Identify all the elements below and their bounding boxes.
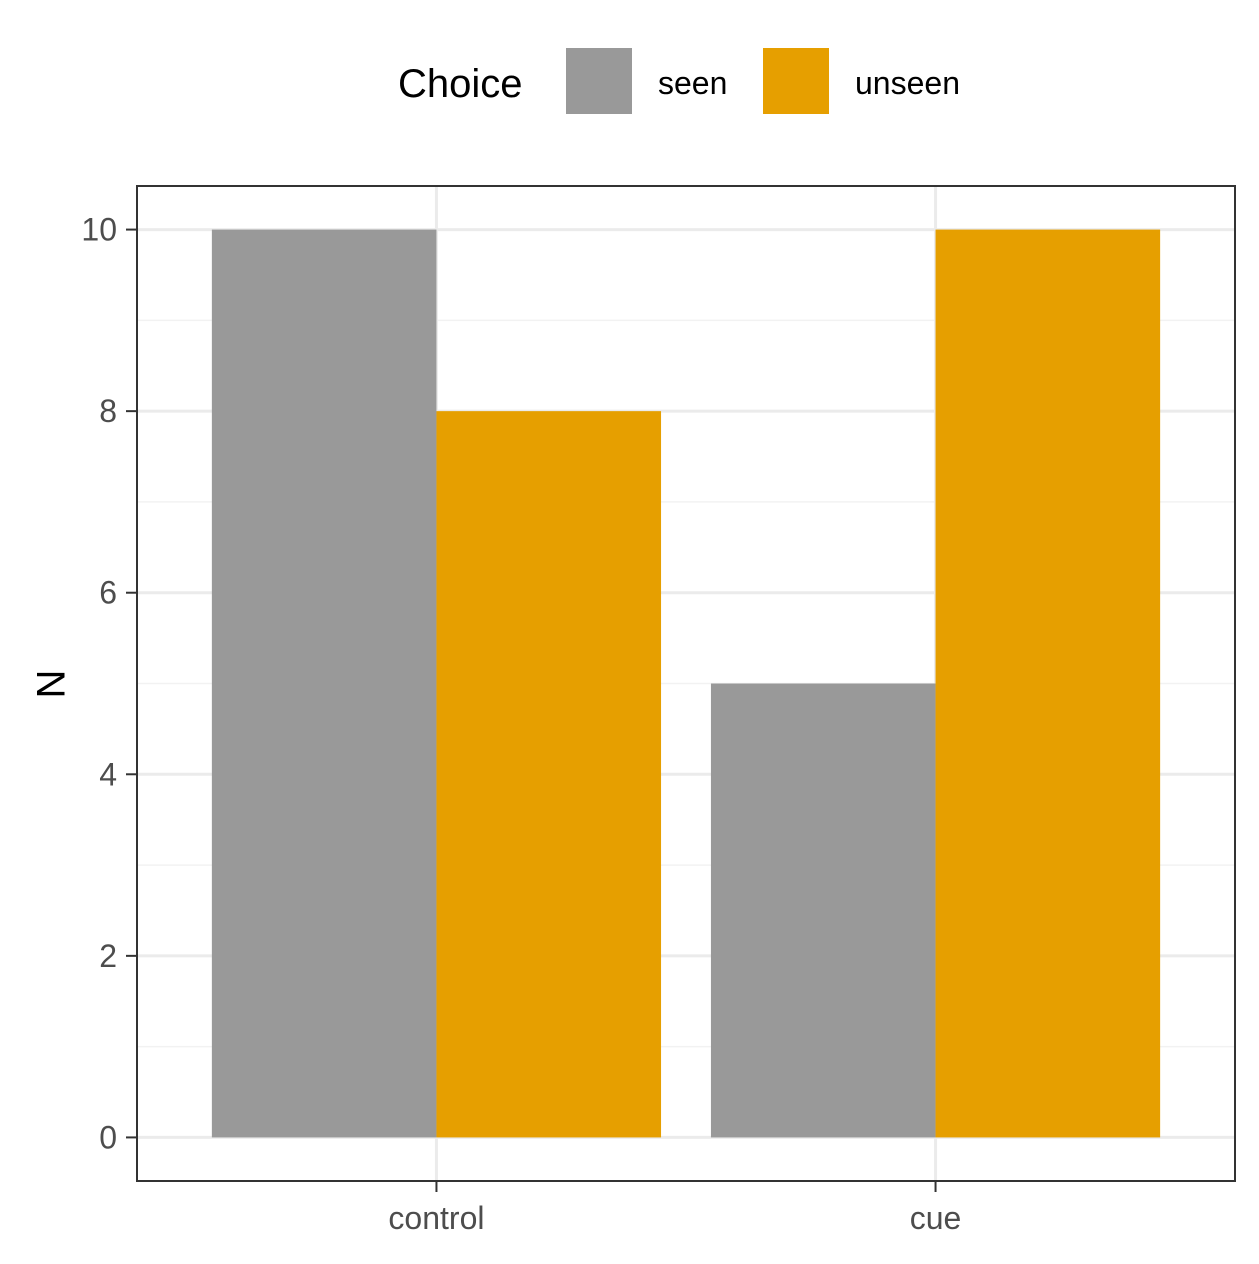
bar-cue-unseen xyxy=(935,229,1161,1138)
y-tick-label: 0 xyxy=(99,1119,117,1155)
x-tick-label-control: control xyxy=(388,1200,484,1236)
x-tick-label-cue: cue xyxy=(910,1200,962,1236)
legend-key-seen xyxy=(566,48,632,114)
panel-border xyxy=(136,185,1236,1182)
y-axis-label: N xyxy=(30,670,74,699)
bar-control-seen xyxy=(211,229,437,1138)
legend-title: Choice xyxy=(398,62,523,106)
y-tick-label: 2 xyxy=(99,938,117,974)
y-tick-label: 6 xyxy=(99,575,117,611)
legend-label-seen: seen xyxy=(658,65,727,101)
y-tick-label: 10 xyxy=(81,212,117,248)
bars xyxy=(211,229,1161,1138)
bar-control-unseen xyxy=(436,411,662,1138)
legend: Choice seen unseen xyxy=(398,48,960,114)
y-axis: 0 2 4 6 8 10 xyxy=(81,212,137,1155)
y-tick-label: 8 xyxy=(99,393,117,429)
bar-cue-seen xyxy=(710,683,936,1138)
x-axis: control cue xyxy=(388,1181,961,1236)
legend-key-unseen xyxy=(763,48,829,114)
y-tick-label: 4 xyxy=(99,756,117,792)
legend-label-unseen: unseen xyxy=(855,65,960,101)
